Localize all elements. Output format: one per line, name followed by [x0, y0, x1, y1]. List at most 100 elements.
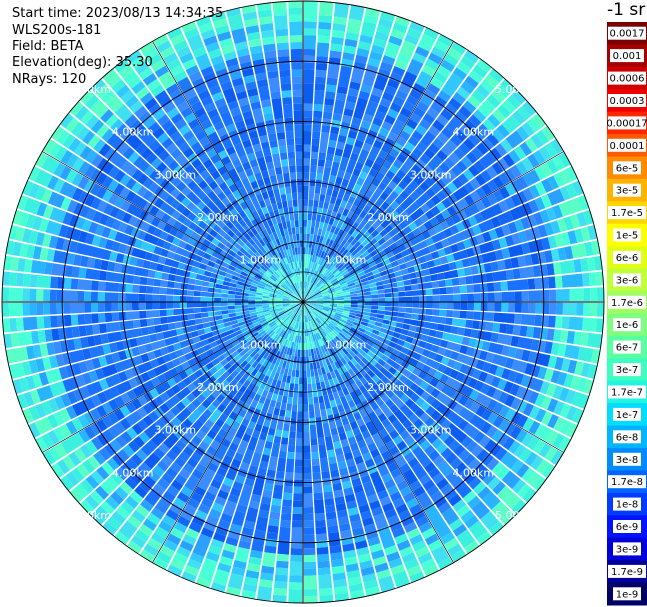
ppi-ray-gate — [144, 376, 247, 507]
ppi-ray-gate — [452, 277, 543, 294]
ppi-ray-gate — [544, 142, 558, 158]
ppi-ray-gate — [335, 310, 343, 315]
range-ring-label: 5.00km — [69, 509, 111, 522]
ppi-ray-gate — [309, 178, 553, 300]
range-ring-label: 3.00km — [410, 168, 452, 181]
ppi-ray-gate — [505, 264, 548, 280]
ppi-ray-gate — [356, 342, 480, 440]
ppi-ray-gate — [207, 131, 263, 225]
ppi-ray-gate — [340, 222, 348, 231]
ppi-ray-gate — [292, 329, 303, 515]
ppi-ray-gate — [303, 254, 313, 302]
ppi-ray-gate — [253, 187, 261, 196]
ppi-ray-gate — [333, 160, 392, 251]
range-ring-label: 2.00km — [367, 381, 409, 394]
colorbar-label-box — [613, 183, 641, 197]
colorbar-label-box — [613, 520, 641, 533]
ppi-ray-gate — [157, 424, 211, 490]
ppi-ray-gate — [347, 130, 436, 244]
ppi-ray-gate — [118, 323, 287, 540]
ppi-ray-gate — [344, 288, 570, 302]
colorbar-label-box — [608, 71, 646, 85]
ppi-ray-gate — [273, 15, 288, 30]
ppi-ray-gate — [409, 344, 533, 402]
ppi-ray-gate — [309, 240, 601, 301]
ppi-ray-gate — [154, 462, 195, 514]
range-ring-label: 1.00km — [325, 339, 367, 352]
ppi-ray-gate — [406, 27, 422, 40]
azimuth-spoke — [302, 301, 564, 453]
ppi-ray-gate — [417, 552, 433, 565]
ppi-ray-gate — [434, 210, 514, 251]
ppi-ray-gate — [78, 190, 163, 238]
colorbar-tick-label: 1e-8 — [616, 500, 639, 511]
ppi-ray-gate — [291, 76, 303, 214]
ppi-ray-gate — [322, 210, 400, 284]
ppi-ray-gate — [283, 257, 303, 302]
ppi-ray-gate — [22, 180, 47, 201]
ppi-ray-gate — [107, 346, 229, 425]
ppi-ray-gate — [278, 359, 284, 367]
range-ring-label: 1.00km — [240, 253, 282, 266]
ppi-ray-gate — [194, 107, 241, 184]
ppi-ray-gate — [312, 257, 323, 277]
ppi-ray-gate — [400, 360, 522, 440]
ppi-ray-gate — [545, 383, 557, 397]
ppi-ray-gate — [134, 318, 292, 543]
ppi-ray-gate — [256, 2, 276, 46]
ppi-ray-gate — [304, 288, 308, 296]
colorbar-label-box — [608, 206, 646, 220]
ppi-ray-gate — [200, 29, 216, 40]
ppi-ray-gate — [337, 134, 347, 144]
ppi-ray-gate — [313, 310, 326, 320]
ppi-ray-gate — [412, 540, 427, 552]
ppi-ray-gate — [238, 97, 262, 153]
ppi-ray-gate — [71, 121, 85, 137]
ppi-ray-gate — [312, 311, 318, 318]
ppi-ray-gate — [310, 261, 314, 269]
ppi-ray-gate — [299, 288, 303, 302]
ppi-ray-gate — [388, 272, 417, 284]
ppi-ray-gate — [245, 81, 282, 203]
ppi-ray-gate — [341, 347, 422, 440]
ppi-ray-gate — [371, 549, 385, 560]
ppi-ray-gate — [353, 411, 412, 521]
ppi-ray-gate — [185, 64, 301, 296]
range-ring-label: 2.00km — [367, 211, 409, 224]
ppi-ray-gate — [303, 276, 337, 302]
ppi-ray-gate — [208, 302, 303, 424]
ppi-ray-gate — [119, 481, 134, 495]
ppi-ray-gate — [225, 408, 261, 481]
ppi-ray-gate — [314, 318, 332, 343]
ppi-ray-gate — [333, 579, 348, 588]
ppi-ray-gate — [310, 85, 348, 256]
ppi-ray-gate — [394, 160, 468, 225]
ppi-ray-gate — [398, 151, 497, 230]
ppi-ray-gate — [308, 69, 327, 200]
ppi-ray-gate — [577, 195, 589, 211]
ppi-ray-gate — [398, 291, 522, 302]
ppi-ray-gate — [303, 279, 321, 302]
ppi-ray-gate — [162, 101, 225, 186]
ppi-ray-gate — [379, 403, 415, 446]
ppi-ray-gate — [369, 153, 515, 258]
ppi-ray-gate — [55, 237, 171, 274]
ppi-ray-gate — [233, 452, 244, 462]
ppi-ray-gate — [143, 336, 246, 403]
ppi-ray-gate — [284, 214, 294, 242]
ppi-ray-gate — [65, 226, 212, 277]
ppi-ray-gate — [490, 202, 533, 228]
ppi-ray-gate — [359, 219, 495, 280]
ppi-ray-gate — [28, 304, 290, 374]
ppi-ray-gate — [406, 564, 422, 577]
ppi-ray-gate — [258, 85, 295, 249]
ppi-ray-gate — [571, 391, 589, 409]
colorbar-tick-label: 3e-8 — [616, 455, 639, 466]
ppi-ray-gate — [426, 249, 469, 268]
ppi-ray-gate — [227, 14, 244, 31]
ppi-ray-gate — [82, 314, 244, 360]
ppi-ray-gate — [72, 157, 85, 172]
ppi-ray-gate — [359, 368, 463, 488]
ppi-ray-gate — [286, 249, 291, 257]
ppi-ray-gate — [430, 197, 452, 216]
